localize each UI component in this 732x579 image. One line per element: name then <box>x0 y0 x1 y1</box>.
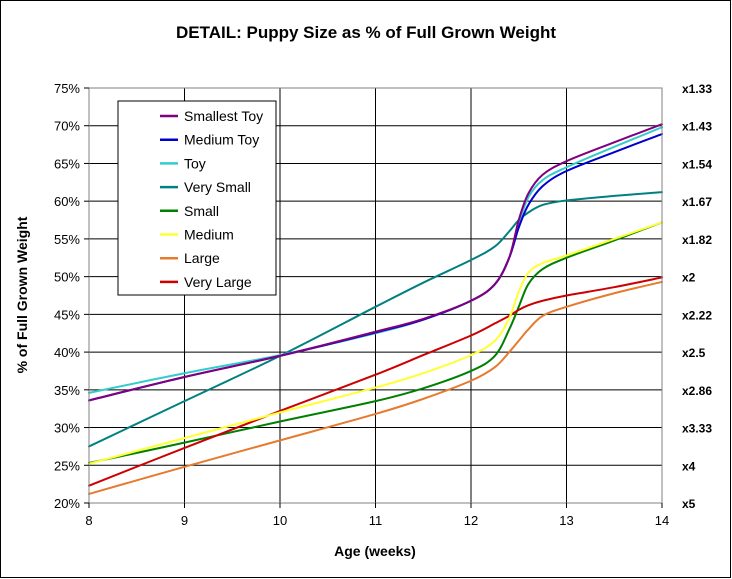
legend-entry: Medium Toy <box>184 132 259 148</box>
y-tick-label: 35% <box>54 383 80 398</box>
chart-title: DETAIL: Puppy Size as % of Full Grown We… <box>176 23 556 42</box>
series-line-small <box>88 221 663 465</box>
right-axis-label: x2.22 <box>682 308 712 322</box>
legend-entry: Smallest Toy <box>184 108 263 124</box>
series-line-medium <box>88 221 663 465</box>
y-tick-label: 25% <box>54 458 80 473</box>
series-line-very-small <box>88 191 663 448</box>
right-axis-label: x4 <box>682 459 696 473</box>
y-tick-label: 75% <box>54 81 80 96</box>
y-tick-label: 40% <box>54 345 80 360</box>
x-tick-label: 13 <box>559 513 573 528</box>
right-axis-label: x1.54 <box>682 157 712 171</box>
legend-entry: Very Small <box>184 179 251 195</box>
y-tick-label: 55% <box>54 232 80 247</box>
y-tick-label: 70% <box>54 119 80 134</box>
x-tick-label: 9 <box>181 513 188 528</box>
y-axis-ticks: 20% 25% 30% 35% 40% 45% 50% 55% 60% 65% 70% 75% <box>54 81 89 511</box>
legend-entry: Very Large <box>184 274 252 290</box>
x-tick-label: 10 <box>273 513 287 528</box>
y-axis-label: % of Full Grown Weight <box>14 216 30 373</box>
x-tick-label: 11 <box>369 513 383 528</box>
y-tick-label: 30% <box>54 421 80 436</box>
x-tick-label: 8 <box>85 513 92 528</box>
legend-box <box>117 100 277 296</box>
right-axis-label: x2.5 <box>682 346 706 360</box>
right-axis-label: x5 <box>682 497 696 511</box>
right-axis-labels: x1.33 x1.43 x1.54 x1.67 x1.82 x2 x2.22 x2.5 x2.8… <box>682 82 712 511</box>
right-axis-label: x1.43 <box>682 120 712 134</box>
right-axis-label: x3.33 <box>682 422 712 436</box>
x-axis-label: Age (weeks) <box>334 543 416 559</box>
right-axis-label: x2.86 <box>682 384 712 398</box>
legend-entry: Small <box>184 203 219 219</box>
y-tick-label: 50% <box>54 270 80 285</box>
legend: Smallest Toy Medium Toy Toy Very Small Small… <box>117 100 277 296</box>
right-axis-label: x2 <box>682 271 696 285</box>
series-layer <box>88 123 663 495</box>
y-tick-label: 60% <box>54 194 80 209</box>
x-axis-ticks: 8 9 10 11 12 13 14 <box>85 503 669 528</box>
x-tick-label: 12 <box>464 513 478 528</box>
series-line-smallest-toy <box>88 123 663 402</box>
right-axis-label: x1.67 <box>682 195 712 209</box>
series-line-large <box>88 280 663 495</box>
y-tick-label: 45% <box>54 307 80 322</box>
right-axis-label: x1.82 <box>682 233 712 247</box>
y-tick-label: 20% <box>54 496 80 511</box>
x-tick-label: 14 <box>655 513 669 528</box>
y-tick-label: 65% <box>54 156 80 171</box>
legend-entry: Toy <box>184 155 206 171</box>
right-axis-label: x1.33 <box>682 82 712 96</box>
legend-entry: Medium <box>184 227 234 243</box>
legend-entry: Large <box>184 250 220 266</box>
